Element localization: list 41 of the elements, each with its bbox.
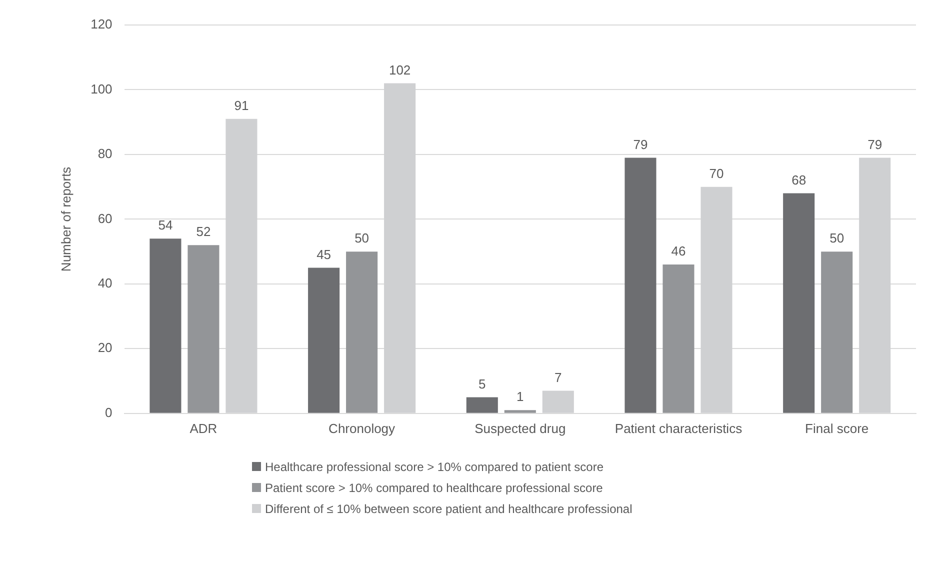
bar <box>662 264 694 413</box>
x-tick-label: Chronology <box>328 420 396 436</box>
data-label: 1 <box>516 389 524 404</box>
data-label: 52 <box>196 224 211 240</box>
y-tick-label: 20 <box>98 340 112 356</box>
bar <box>624 158 656 413</box>
bar <box>821 252 853 413</box>
data-label: 68 <box>792 172 806 188</box>
data-label: 46 <box>671 244 686 259</box>
data-label: 79 <box>868 136 882 152</box>
data-label: 91 <box>234 98 249 113</box>
bar <box>783 193 815 413</box>
data-label: 5 <box>478 376 486 392</box>
x-tick-label: Suspected drug <box>474 420 566 436</box>
y-tick-label: 0 <box>105 404 112 420</box>
legend-label: Different of ≤ 10% between score patient and healthcare professional <box>265 502 632 516</box>
data-label: 79 <box>633 136 648 152</box>
bar <box>504 410 536 413</box>
x-tick-label: Patient characteristics <box>614 420 743 436</box>
bar <box>308 268 340 413</box>
data-label: 102 <box>388 62 411 78</box>
bar <box>346 252 378 413</box>
x-tick-label: Final score <box>805 420 869 436</box>
data-label: 70 <box>709 166 724 181</box>
bar <box>150 238 182 413</box>
data-label: 50 <box>354 230 370 246</box>
y-axis-title: Number of reports <box>58 166 74 272</box>
x-tick-label: ADR <box>190 420 218 436</box>
y-tick-label: 100 <box>90 81 112 96</box>
data-label: 50 <box>830 230 844 246</box>
data-label: 54 <box>158 218 173 233</box>
bar <box>188 245 220 413</box>
bar <box>466 397 498 413</box>
legend-label: Patient score > 10% compared to healthcare professional score <box>265 480 603 494</box>
y-tick-label: 120 <box>90 16 112 32</box>
legend-label: Healthcare professional score > 10% compared to patient score <box>265 460 604 474</box>
data-label: 7 <box>554 370 562 385</box>
y-tick-label: 80 <box>98 146 112 162</box>
data-label: 45 <box>316 246 332 262</box>
y-tick-label: 60 <box>98 210 112 226</box>
y-tick-label: 40 <box>98 276 112 291</box>
